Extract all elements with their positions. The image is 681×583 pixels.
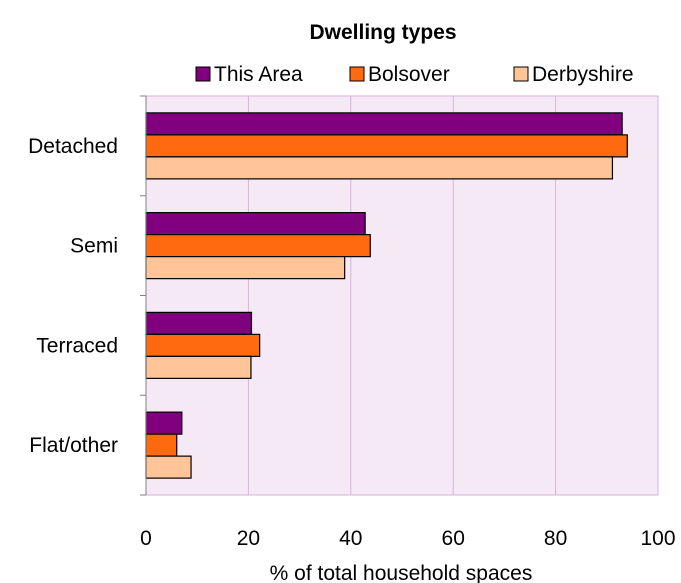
bar-this-area: [145, 212, 366, 236]
bar-bolsover: [145, 234, 371, 258]
bar-bolsover: [145, 433, 178, 457]
x-tick-label: 60: [442, 527, 465, 550]
x-tick-label: 20: [237, 527, 260, 550]
bar-derbyshire: [145, 156, 614, 180]
y-category-label: Semi: [70, 235, 118, 258]
y-category-label: Terraced: [36, 334, 118, 357]
legend-swatch: [195, 66, 211, 82]
x-tick-label: 80: [544, 527, 567, 550]
legend-label: Derbyshire: [532, 63, 634, 86]
chart-title: Dwelling types: [309, 21, 456, 44]
y-axis-labels: Detached Semi Terraced Flat/other: [28, 135, 118, 457]
bars: [145, 112, 628, 479]
bar-derbyshire: [145, 256, 346, 280]
bar-bolsover: [145, 333, 261, 357]
legend-swatch: [349, 66, 365, 82]
x-axis-title: % of total household spaces: [270, 562, 533, 583]
legend-swatch: [513, 66, 529, 82]
legend: This Area Bolsover Derbyshire: [195, 63, 634, 86]
x-axis-labels: 0 20 40 60 80 100: [140, 527, 675, 550]
y-category-label: Detached: [28, 135, 118, 158]
bar-this-area: [145, 411, 183, 435]
y-category-label: Flat/other: [29, 434, 118, 457]
bar-this-area: [145, 112, 623, 136]
x-tick-label: 100: [640, 527, 675, 550]
x-tick-label: 0: [140, 527, 152, 550]
bar-this-area: [145, 311, 253, 335]
legend-label: Bolsover: [368, 63, 450, 86]
legend-label: This Area: [214, 63, 303, 86]
x-tick-label: 40: [339, 527, 362, 550]
bar-derbyshire: [145, 355, 252, 379]
bar-bolsover: [145, 134, 628, 158]
bar-derbyshire: [145, 455, 192, 479]
y-axis-ticks: [140, 95, 146, 496]
